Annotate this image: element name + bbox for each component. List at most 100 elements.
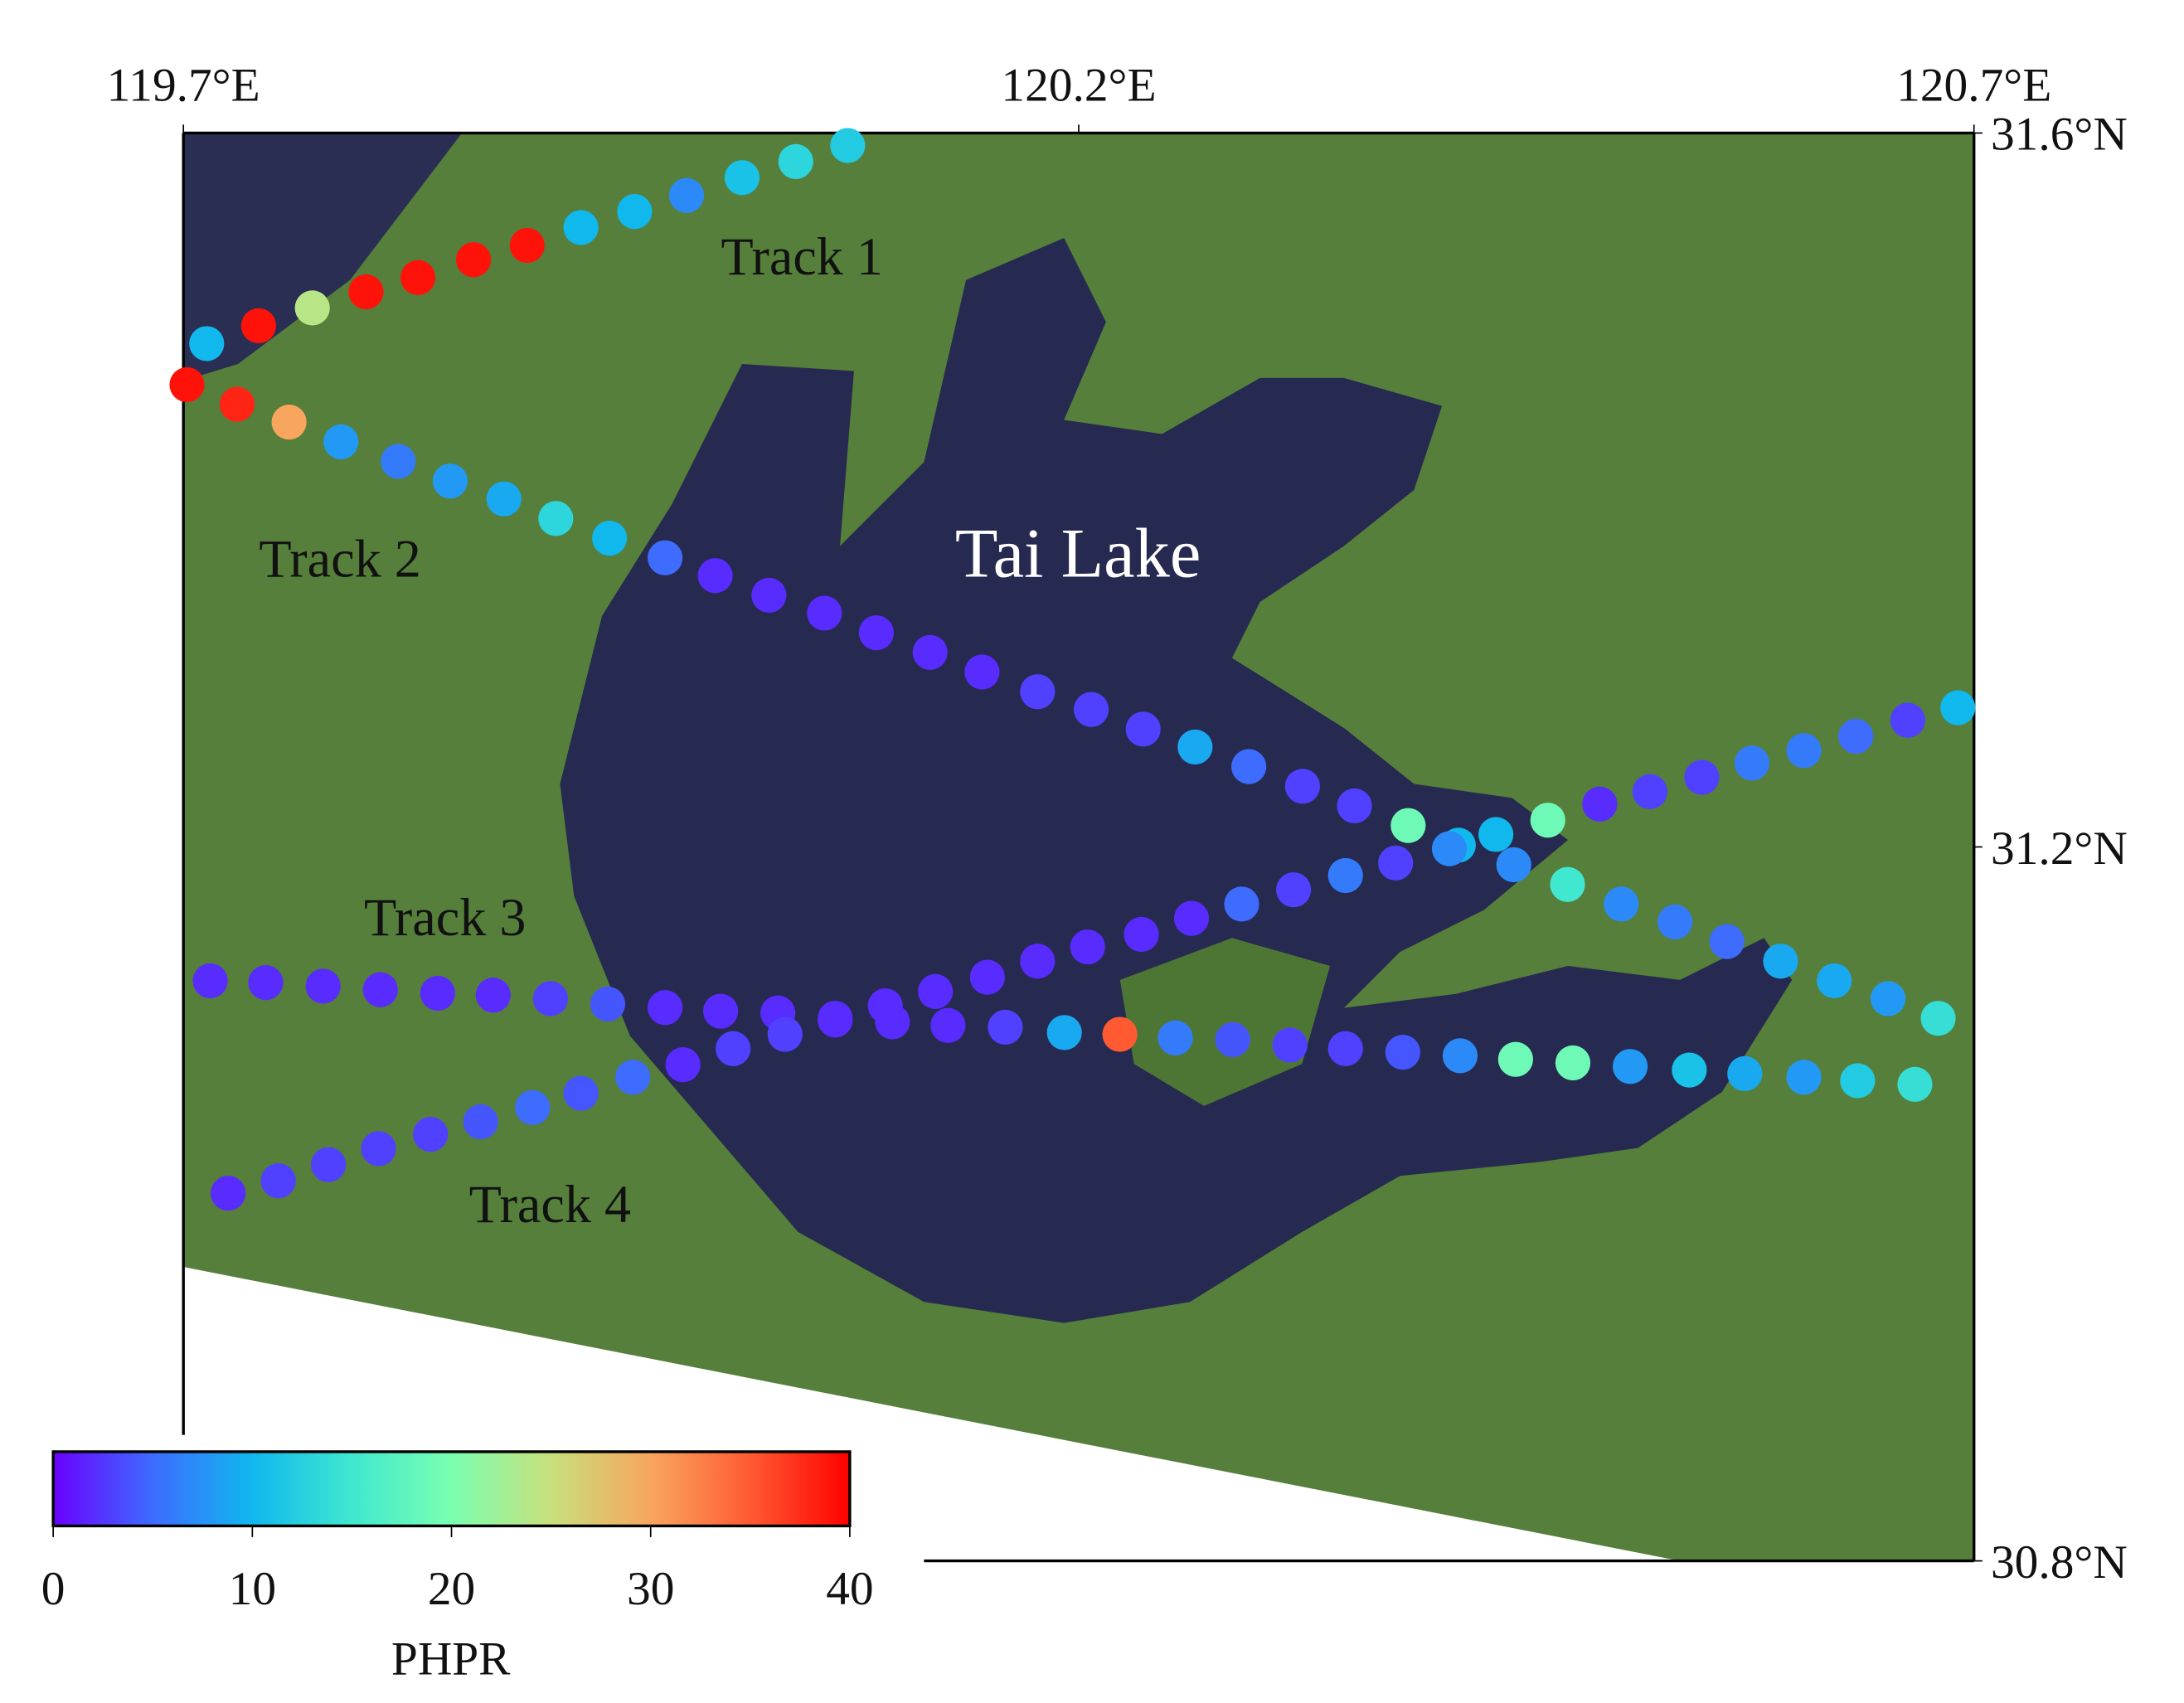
point [1612, 1049, 1648, 1084]
colorbar-label: PHPR [391, 1633, 511, 1685]
point [538, 501, 574, 536]
point [219, 386, 255, 422]
point [486, 481, 522, 517]
point [1442, 1038, 1478, 1074]
x-tick-label: 120.2°E [1001, 60, 1156, 112]
point [988, 1009, 1023, 1046]
point [400, 260, 436, 295]
point [1337, 788, 1372, 824]
point [1727, 1055, 1763, 1092]
point [1786, 733, 1822, 769]
point [1734, 745, 1770, 781]
point [362, 972, 398, 1007]
point [1020, 674, 1056, 710]
colorbar-tick-label: 20 [428, 1563, 475, 1615]
point [1177, 729, 1213, 765]
point [1840, 1063, 1876, 1099]
point [1817, 963, 1852, 999]
point [1275, 872, 1312, 908]
point [463, 1104, 498, 1140]
track-label: Track 3 [364, 888, 526, 947]
point [1657, 904, 1693, 940]
point [509, 227, 545, 264]
x-tick-label: 119.7°E [107, 60, 260, 112]
point [1102, 1016, 1138, 1052]
track-label: Track 1 [721, 227, 883, 286]
point [724, 160, 760, 196]
point [1431, 831, 1468, 866]
point [818, 1002, 853, 1038]
point [665, 1047, 701, 1083]
point [1684, 759, 1720, 795]
point [867, 988, 903, 1024]
point [1920, 1001, 1956, 1036]
point [1125, 711, 1161, 747]
point [1327, 857, 1363, 894]
point [1496, 847, 1531, 883]
island [1119, 938, 1331, 1106]
point [260, 1162, 296, 1199]
point [918, 973, 954, 1009]
point [807, 595, 842, 631]
point [475, 978, 511, 1013]
point [1272, 1027, 1308, 1063]
point [1173, 900, 1210, 936]
point [455, 242, 492, 278]
colorbar-tick-label: 30 [627, 1563, 674, 1615]
point [1870, 981, 1906, 1016]
point [648, 990, 683, 1026]
y-tick-label: 31.6°N [1991, 109, 2128, 161]
point [615, 1060, 651, 1095]
point [590, 986, 626, 1022]
point [969, 959, 1005, 995]
point [778, 143, 813, 179]
x-tick-label: 120.7°E [1896, 60, 2051, 112]
point [1385, 1034, 1420, 1070]
track-label: Track 4 [469, 1175, 631, 1234]
point [532, 981, 569, 1016]
track [211, 690, 1976, 1211]
point [563, 210, 599, 245]
point [323, 424, 359, 459]
y-tick-label: 31.2°N [1991, 822, 2128, 875]
point [751, 577, 787, 614]
point [858, 615, 895, 651]
point [1158, 1020, 1193, 1055]
point [413, 1117, 449, 1152]
point [1497, 1041, 1533, 1077]
point [1478, 817, 1514, 852]
point [432, 463, 468, 499]
point [1390, 808, 1426, 843]
point [1604, 886, 1639, 922]
point [1046, 1015, 1082, 1050]
point [348, 274, 384, 310]
point [648, 540, 683, 575]
point [1550, 866, 1585, 902]
point [1897, 1066, 1933, 1102]
point [912, 634, 948, 670]
point [1073, 691, 1109, 727]
point [697, 558, 733, 594]
point [1530, 803, 1565, 838]
point [1070, 929, 1105, 965]
point [1672, 1052, 1707, 1088]
point [305, 968, 341, 1004]
colorbar-tick-label: 0 [41, 1563, 66, 1615]
point [767, 1016, 803, 1052]
track [189, 128, 866, 361]
point [1582, 786, 1618, 822]
point [240, 308, 277, 344]
point [1327, 1031, 1363, 1066]
colorbar-tick-label: 40 [826, 1563, 873, 1615]
point [1215, 1021, 1250, 1058]
point [830, 128, 866, 163]
point [668, 177, 705, 213]
y-tick-label: 30.8°N [1991, 1536, 2128, 1589]
point [381, 444, 416, 479]
point [1786, 1060, 1822, 1095]
point [1378, 845, 1414, 881]
colorbar [51, 1450, 852, 1528]
point [1838, 718, 1874, 754]
point [1890, 702, 1925, 738]
